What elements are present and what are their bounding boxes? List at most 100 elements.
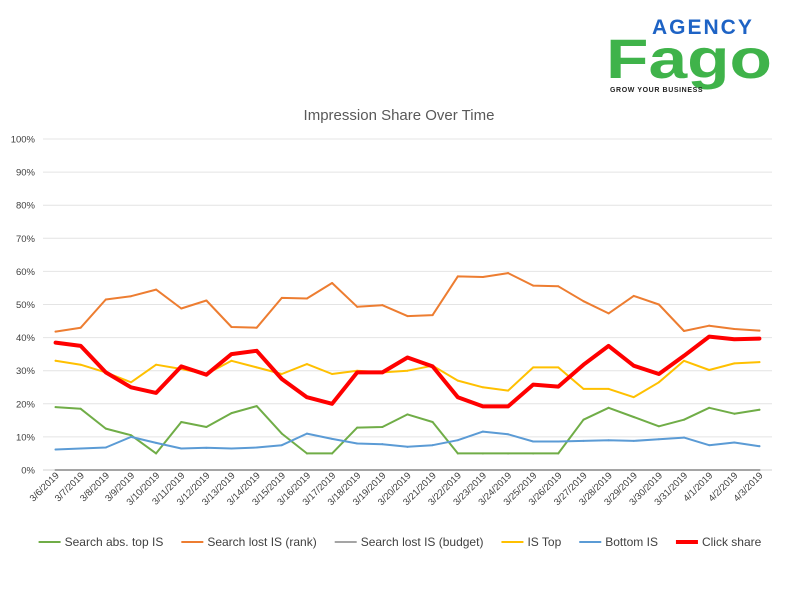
series-line <box>54 272 761 333</box>
y-tick-label: 20% <box>16 399 36 410</box>
data-point <box>607 439 610 442</box>
data-point <box>381 469 384 471</box>
data-point <box>456 379 459 382</box>
data-point <box>682 354 686 358</box>
data-point <box>305 395 309 399</box>
data-point <box>683 418 686 421</box>
chart-legend: Search abs. top IS Search lost IS (rank) S… <box>38 535 762 549</box>
data-point <box>305 297 308 300</box>
data-point <box>180 307 183 310</box>
data-point <box>507 433 510 436</box>
data-point <box>381 443 384 446</box>
data-point <box>230 469 233 471</box>
data-point <box>255 326 258 329</box>
data-point <box>657 303 660 306</box>
data-point <box>54 359 57 362</box>
data-point <box>456 395 460 399</box>
y-tick-label: 60% <box>16 267 36 278</box>
data-point <box>129 385 133 389</box>
data-point <box>431 314 434 317</box>
data-point <box>230 412 233 415</box>
data-point <box>381 425 384 428</box>
data-point <box>155 288 158 291</box>
series-search-lost-is-rank <box>54 272 761 333</box>
data-point <box>532 366 535 369</box>
data-point <box>180 469 183 471</box>
data-point <box>481 276 484 279</box>
data-point <box>532 452 535 455</box>
data-point <box>104 298 107 301</box>
data-point <box>557 469 560 471</box>
data-point <box>557 366 560 369</box>
data-point <box>406 445 409 448</box>
data-point <box>155 441 158 444</box>
data-point <box>53 340 58 345</box>
legend-item: Search abs. top IS <box>38 535 164 549</box>
data-point <box>356 305 359 308</box>
data-point <box>155 452 158 455</box>
data-point <box>79 407 82 410</box>
y-tick-label: 40% <box>16 333 36 344</box>
data-point <box>557 285 560 288</box>
data-point <box>532 440 535 443</box>
data-point <box>632 294 635 297</box>
data-point <box>582 439 585 442</box>
data-point <box>733 327 736 330</box>
logo-tagline: GROW YOUR BUSINESS <box>610 87 703 94</box>
series-search-lost-is-budget <box>54 469 761 471</box>
data-point <box>632 416 635 419</box>
data-point <box>607 312 610 315</box>
data-point <box>431 421 434 424</box>
data-point <box>356 426 359 429</box>
data-point <box>657 438 660 441</box>
data-point <box>733 362 736 365</box>
data-point <box>356 442 359 445</box>
data-point <box>557 440 560 443</box>
data-point <box>205 299 208 302</box>
y-tick-label: 30% <box>16 366 36 377</box>
legend-label: Bottom IS <box>605 535 658 549</box>
data-point <box>104 370 108 374</box>
data-point <box>481 404 485 409</box>
data-point <box>431 444 434 447</box>
legend-label: Search abs. top IS <box>65 535 164 549</box>
data-point <box>683 469 686 471</box>
legend-item: Search lost IS (rank) <box>181 535 317 549</box>
data-point <box>683 329 686 332</box>
data-point <box>607 406 610 409</box>
data-point <box>280 469 283 471</box>
data-point <box>733 469 736 471</box>
data-point <box>305 452 308 455</box>
data-point <box>556 384 560 389</box>
data-point <box>582 300 585 303</box>
data-point <box>758 329 761 332</box>
data-point <box>255 349 259 353</box>
data-point <box>456 275 459 278</box>
legend-item: Click share <box>675 535 762 549</box>
data-point <box>507 452 510 455</box>
data-point <box>431 469 434 471</box>
data-point <box>733 441 736 444</box>
data-point <box>205 469 208 471</box>
data-point <box>155 363 158 366</box>
data-point <box>355 370 359 374</box>
data-point <box>582 387 585 390</box>
legend-label: IS Top <box>527 535 561 549</box>
series-bottom-is <box>54 430 761 451</box>
series-is-top <box>54 359 761 399</box>
data-point <box>205 446 208 449</box>
data-point <box>129 434 132 437</box>
data-point <box>607 344 611 348</box>
data-point <box>456 452 459 455</box>
data-point <box>255 405 258 408</box>
data-point <box>757 336 762 341</box>
chart-gridlines <box>43 138 772 471</box>
data-point <box>481 452 484 455</box>
data-point <box>708 444 711 447</box>
data-point <box>79 447 82 450</box>
data-point <box>607 387 610 390</box>
data-point <box>79 344 83 348</box>
data-point <box>557 452 560 455</box>
data-point <box>180 421 183 424</box>
